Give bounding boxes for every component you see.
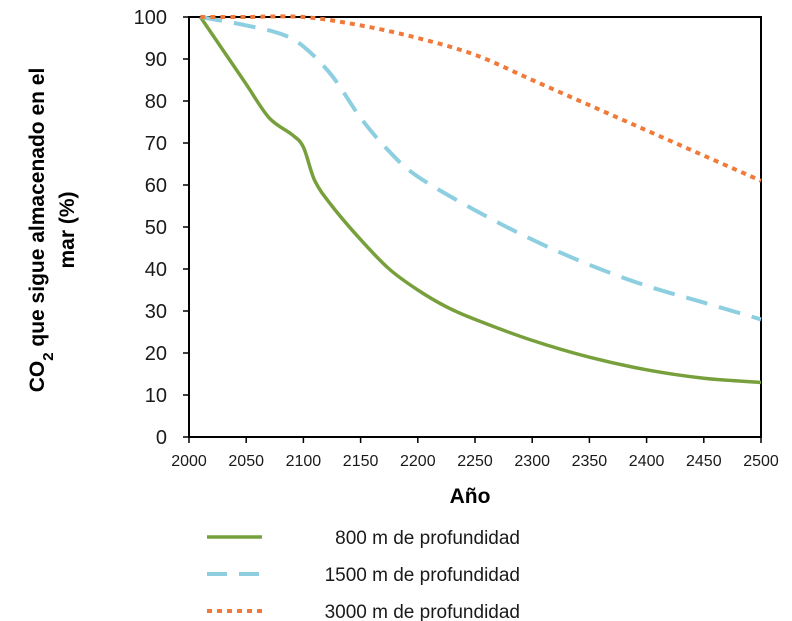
x-tick-label: 2000 (171, 453, 207, 470)
series-line-2 (200, 15, 762, 322)
x-tick-label: 2200 (400, 453, 436, 470)
y-tick-label: 10 (145, 385, 167, 407)
x-tick-label: 2350 (572, 453, 608, 470)
legend-label-2: 1500 m de profundidad (325, 565, 520, 586)
y-tick-label: 50 (145, 217, 167, 239)
x-tick-label: 2450 (686, 453, 722, 470)
y-tick-label: 100 (134, 7, 167, 29)
y-tick-label: 0 (156, 427, 167, 449)
y-tick-label: 80 (145, 91, 167, 113)
x-tick-label: 2150 (343, 453, 379, 470)
y-tick-label: 40 (145, 259, 167, 281)
series-line-1 (198, 15, 762, 385)
y-axis-title-co: CO (26, 361, 49, 393)
series-line-3 (200, 14, 762, 183)
x-tick-label: 2250 (457, 453, 493, 470)
y-tick-label: 60 (145, 175, 167, 197)
y-tick-label: 30 (145, 301, 167, 323)
y-axis-title-rest: que sigue almacenado en el (26, 68, 49, 353)
x-tick-label: 2100 (286, 453, 322, 470)
x-tick-label: 2500 (743, 453, 779, 470)
x-tick-label: 2050 (228, 453, 264, 470)
y-axis-title: CO2 que sigue almacenado en el (26, 68, 57, 393)
legend-label-1: 800 m de profundidad (335, 528, 520, 549)
plot-area: 0 10 20 30 40 50 60 70 80 90 100 2000 2050 2100 2150 2… (134, 7, 779, 470)
legend-label-3: 3000 m de profundidad (325, 602, 520, 621)
y-axis-title-line2: mar (%) (56, 191, 79, 268)
y-tick-label: 90 (145, 49, 167, 71)
x-tick-label: 2300 (514, 453, 550, 470)
x-tick-label: 2400 (629, 453, 665, 470)
y-tick-label: 70 (145, 133, 167, 155)
legend: 800 m de profundidad 1500 m de profundida… (207, 528, 520, 621)
x-axis-title: Año (450, 485, 491, 508)
y-axis-title-subscript: 2 (40, 352, 57, 360)
y-tick-label: 20 (145, 343, 167, 365)
